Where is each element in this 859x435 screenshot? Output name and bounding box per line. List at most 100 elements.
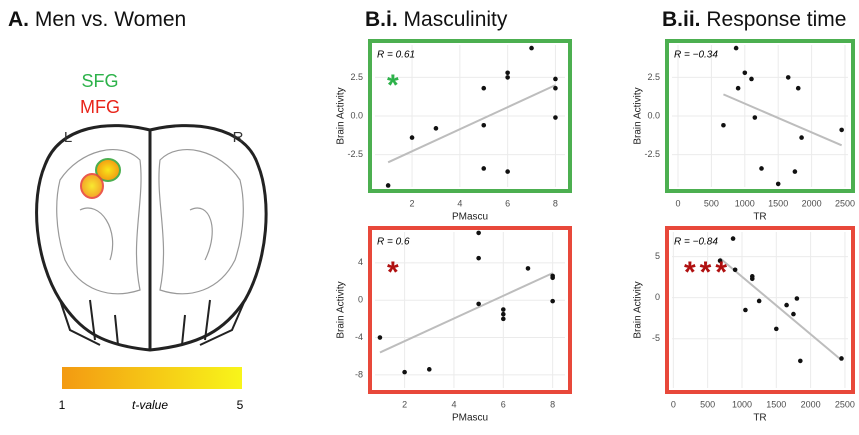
point bbox=[756, 298, 762, 304]
colorbar-tick: 1 bbox=[59, 398, 66, 412]
annotation: R = −0.34 bbox=[674, 50, 718, 61]
annotation: R = 0.6 bbox=[377, 237, 410, 248]
x-axis-title: PMascu bbox=[452, 413, 488, 424]
point bbox=[501, 311, 506, 317]
y-tick-label: -2.5 bbox=[347, 149, 363, 159]
sfg-spot bbox=[95, 158, 121, 182]
x-tick-label: 4 bbox=[451, 399, 456, 409]
point bbox=[553, 115, 558, 120]
point bbox=[795, 85, 801, 91]
point bbox=[476, 230, 481, 236]
x-axis-title: TR bbox=[753, 413, 766, 424]
point bbox=[525, 266, 531, 271]
colorbar bbox=[62, 367, 242, 389]
point bbox=[773, 326, 779, 332]
point bbox=[752, 115, 758, 120]
point bbox=[794, 296, 800, 301]
point bbox=[732, 267, 738, 273]
colorbar-tick: 5 bbox=[237, 398, 244, 412]
point bbox=[735, 85, 741, 91]
x-tick-label: 8 bbox=[550, 399, 555, 409]
point bbox=[792, 169, 798, 174]
point bbox=[476, 301, 481, 307]
y-tick-label: 0.0 bbox=[647, 110, 660, 120]
point bbox=[553, 85, 558, 91]
panel-label: B.ii. bbox=[662, 8, 701, 31]
colorbar-label: t-value bbox=[132, 398, 168, 412]
point bbox=[426, 367, 432, 372]
annotation: R = −0.84 bbox=[674, 237, 718, 248]
side-label: R bbox=[233, 129, 244, 146]
annotation: R = 0.61 bbox=[377, 50, 415, 61]
y-tick-label: -4 bbox=[355, 332, 363, 342]
x-tick-label: 2500 bbox=[835, 399, 855, 409]
point bbox=[505, 75, 510, 80]
panel-title: B.ii. Response time bbox=[662, 8, 846, 31]
y-tick-label: 5 bbox=[655, 251, 660, 261]
y-tick-label: 2.5 bbox=[647, 72, 660, 82]
y-tick-label: 4 bbox=[358, 257, 363, 267]
point bbox=[730, 236, 736, 241]
point bbox=[550, 275, 555, 281]
significance: *** bbox=[684, 256, 731, 289]
panel-title-text: Masculinity bbox=[404, 8, 508, 31]
x-axis-title: PMascu bbox=[452, 212, 488, 223]
point bbox=[784, 302, 789, 308]
panel-title-text: Response time bbox=[706, 8, 846, 31]
point bbox=[505, 70, 510, 76]
point bbox=[377, 335, 383, 340]
point bbox=[839, 356, 844, 361]
brain bbox=[35, 124, 268, 352]
point bbox=[798, 358, 803, 364]
point bbox=[743, 307, 748, 313]
point bbox=[717, 258, 723, 264]
panel-frame bbox=[368, 226, 572, 394]
fit-line bbox=[723, 93, 843, 147]
x-tick-label: 6 bbox=[505, 198, 510, 208]
x-tick-label: 4 bbox=[457, 198, 462, 208]
point bbox=[481, 122, 487, 128]
x-tick-label: 8 bbox=[553, 198, 558, 208]
point bbox=[742, 70, 748, 76]
x-tick-label: 0 bbox=[676, 198, 681, 208]
panel-label: A. bbox=[8, 8, 29, 31]
y-tick-label: 0 bbox=[358, 295, 363, 305]
x-axis-title: TR bbox=[753, 212, 766, 223]
point bbox=[481, 166, 487, 171]
point bbox=[409, 135, 415, 140]
point bbox=[501, 307, 506, 312]
point bbox=[501, 316, 506, 322]
x-tick-label: 1000 bbox=[735, 198, 755, 208]
x-tick-label: 2000 bbox=[801, 399, 821, 409]
x-tick-label: 2 bbox=[402, 399, 407, 409]
y-axis-title: Brain Activity bbox=[336, 281, 347, 338]
panel-frame bbox=[665, 39, 855, 193]
y-axis-title: Brain Activity bbox=[336, 87, 347, 144]
y-tick-label: 2.5 bbox=[350, 72, 363, 82]
x-tick-label: 2000 bbox=[802, 198, 822, 208]
point bbox=[759, 166, 764, 171]
x-tick-label: 0 bbox=[671, 399, 676, 409]
point bbox=[505, 169, 510, 174]
point bbox=[476, 255, 481, 261]
mfg-spot bbox=[80, 173, 104, 199]
point bbox=[385, 183, 391, 188]
point bbox=[775, 181, 781, 187]
y-axis-title: Brain Activity bbox=[633, 281, 644, 338]
region-label: MFG bbox=[80, 97, 120, 117]
significance: * bbox=[387, 69, 403, 102]
point bbox=[749, 76, 754, 82]
y-tick-label: -5 bbox=[652, 333, 660, 343]
point bbox=[785, 75, 791, 80]
x-tick-label: 2 bbox=[410, 198, 415, 208]
point bbox=[481, 85, 487, 91]
point bbox=[733, 45, 739, 51]
point bbox=[839, 127, 844, 133]
point bbox=[749, 276, 755, 282]
point bbox=[553, 76, 558, 82]
x-tick-label: 500 bbox=[704, 198, 719, 208]
point bbox=[529, 45, 534, 51]
y-tick-label: 0 bbox=[655, 292, 660, 302]
